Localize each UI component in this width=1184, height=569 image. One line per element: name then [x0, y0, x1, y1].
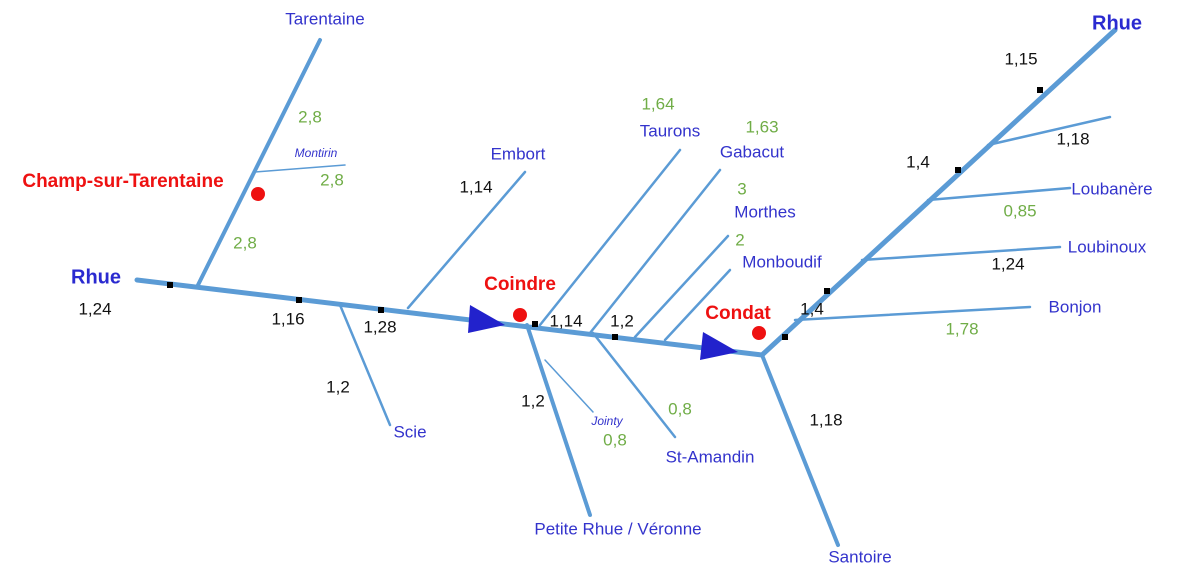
- value-label: 1,4: [906, 152, 930, 171]
- branch: [663, 268, 732, 342]
- river-label: Monboudif: [742, 252, 822, 271]
- value-label: 1,24: [991, 254, 1024, 273]
- labels: Rhue Rhue Tarentaine Montirin Embort Sci…: [22, 9, 1152, 566]
- value-label: 1,14: [549, 311, 582, 330]
- value-label: 1,64: [641, 94, 674, 113]
- river-label: Montirin: [295, 146, 338, 160]
- value-label: 1,2: [326, 377, 350, 396]
- river-label: Santoire: [828, 547, 891, 566]
- rivers-lines: [134, 27, 1118, 547]
- marker: [824, 288, 830, 294]
- value-label: 1,2: [610, 311, 634, 330]
- branch: [544, 359, 594, 413]
- marker: [296, 297, 302, 303]
- branch: [926, 186, 1072, 202]
- value-label: 3: [737, 179, 746, 198]
- branch: [793, 305, 1032, 322]
- value-label: 1,18: [809, 410, 842, 429]
- river-label: Loubanère: [1071, 179, 1152, 198]
- town-dot: [513, 308, 527, 322]
- river-label: Jointy: [590, 414, 623, 428]
- value-label: 1,4: [800, 299, 824, 318]
- branch: [860, 245, 1062, 262]
- value-label: 1,18: [1056, 129, 1089, 148]
- value-label: 1,16: [271, 309, 304, 328]
- river-label: Scie: [393, 422, 426, 441]
- river-label: Gabacut: [720, 142, 785, 161]
- branch: [525, 323, 592, 517]
- river-label: Tarentaine: [285, 9, 364, 28]
- river-label: St-Amandin: [666, 447, 755, 466]
- marker: [955, 167, 961, 173]
- value-label: 1,2: [521, 391, 545, 410]
- value-label: 1,78: [945, 319, 978, 338]
- value-label: 0,8: [668, 399, 692, 418]
- branch: [254, 164, 346, 173]
- value-label: 2: [735, 230, 744, 249]
- branch: [195, 38, 322, 289]
- river-label: Taurons: [640, 121, 700, 140]
- branch: [588, 168, 722, 335]
- branch: [633, 234, 730, 339]
- value-label: 0,8: [603, 430, 627, 449]
- branch: [538, 148, 682, 327]
- river-label: Rhue: [71, 266, 121, 288]
- marker: [1037, 87, 1043, 93]
- town-label: Coindre: [484, 274, 556, 295]
- river-label: Bonjon: [1049, 297, 1102, 316]
- branch: [338, 303, 392, 427]
- marker: [782, 334, 788, 340]
- markers: [167, 87, 1043, 340]
- branch: [591, 331, 677, 439]
- value-label: 1,24: [78, 299, 111, 318]
- marker: [378, 307, 384, 313]
- value-label: 1,28: [363, 317, 396, 336]
- value-label: 1,14: [459, 177, 492, 196]
- marker: [612, 334, 618, 340]
- value-label: 0,85: [1003, 201, 1036, 220]
- town-dot: [251, 187, 265, 201]
- value-label: 2,8: [320, 170, 344, 189]
- marker: [532, 321, 538, 327]
- river-label: Morthes: [734, 202, 795, 221]
- flow-arrow: [468, 305, 505, 333]
- flow-arrow: [700, 332, 738, 360]
- value-label: 1,15: [1004, 49, 1037, 68]
- value-label: 2,8: [233, 233, 257, 252]
- town-dot: [752, 326, 766, 340]
- river-label: Embort: [491, 144, 546, 163]
- value-label: 2,8: [298, 107, 322, 126]
- branch: [760, 353, 840, 547]
- branch: [986, 115, 1112, 147]
- marker: [167, 282, 173, 288]
- river-label: Petite Rhue / Véronne: [534, 519, 701, 538]
- value-label: 1,63: [745, 117, 778, 136]
- river-label: Loubinoux: [1068, 237, 1147, 256]
- town-label: Condat: [705, 303, 771, 324]
- town-label: Champ-sur-Tarentaine: [22, 171, 223, 192]
- river-label: Rhue: [1092, 12, 1142, 34]
- main-river: [134, 27, 1118, 358]
- branch: [406, 170, 527, 310]
